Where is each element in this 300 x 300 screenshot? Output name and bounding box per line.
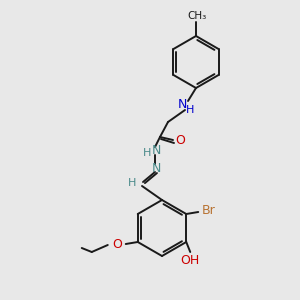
Text: Br: Br	[201, 205, 215, 218]
Text: H: H	[186, 105, 194, 115]
Text: CH₃: CH₃	[188, 11, 207, 21]
Text: N: N	[151, 161, 161, 175]
Text: H: H	[128, 178, 136, 188]
Text: N: N	[151, 143, 161, 157]
Text: H: H	[143, 148, 151, 158]
Text: O: O	[175, 134, 185, 148]
Text: O: O	[112, 238, 122, 251]
Text: N: N	[177, 98, 187, 112]
Text: OH: OH	[181, 254, 200, 266]
